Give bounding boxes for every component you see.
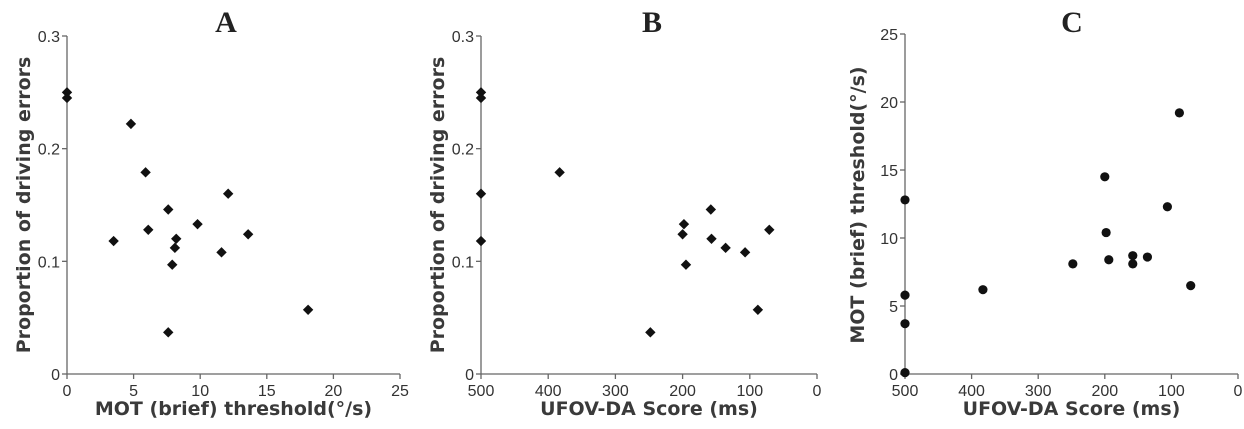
data-point <box>140 167 151 178</box>
data-point <box>1101 227 1111 238</box>
x-axis-title: MOT (brief) threshold(°/s) <box>95 398 372 420</box>
x-tick-label: 0 <box>63 383 72 400</box>
data-point <box>752 304 764 315</box>
data-point <box>554 167 565 178</box>
y-tick-label: 0 <box>889 367 898 384</box>
y-tick-label: 0.1 <box>452 254 474 271</box>
y-tick-label: 0.1 <box>38 254 60 271</box>
data-point <box>61 87 73 98</box>
data-point <box>1128 259 1138 269</box>
y-axis-title: Proportion of driving errors <box>427 57 449 354</box>
x-tick-label: 15 <box>258 383 276 400</box>
data-point <box>677 229 688 240</box>
y-tick-label: 0 <box>465 367 474 384</box>
x-axis-title: UFOV-DA Score (ms) <box>963 398 1181 420</box>
data-point <box>125 118 137 130</box>
y-tick-label: 0.2 <box>38 142 60 159</box>
y-tick-label: 10 <box>880 231 898 248</box>
y-tick-label: 0.3 <box>38 29 60 46</box>
data-point <box>222 188 234 199</box>
y-tick-label: 0.2 <box>452 142 474 159</box>
data-point <box>216 247 227 258</box>
data-point <box>739 247 751 258</box>
x-tick-label: 0 <box>813 383 822 400</box>
data-point <box>169 242 181 254</box>
x-tick-label: 100 <box>1158 383 1185 400</box>
data-point <box>1104 255 1114 265</box>
panel-c: 500 400 300 200 100 0 0 5 10 15 20 25 C UFOV-DA Score… <box>847 6 1243 420</box>
x-tick-label: 400 <box>535 383 562 400</box>
x-tick-label: 25 <box>391 383 409 400</box>
data-point <box>764 224 775 235</box>
data-point <box>900 195 910 205</box>
data-point <box>1068 259 1078 269</box>
x-tick-label: 400 <box>958 383 985 400</box>
y-axis-title: MOT (brief) threshold(°/s) <box>847 66 869 343</box>
data-point <box>167 259 178 270</box>
data-point <box>1100 172 1110 182</box>
data-point <box>475 92 487 104</box>
data-point <box>475 188 487 199</box>
data-point <box>1128 251 1138 261</box>
x-tick-label: 0 <box>1234 383 1243 400</box>
y-tick-label: 0 <box>51 367 60 384</box>
y-tick-label: 25 <box>880 27 898 44</box>
data-point <box>475 87 487 98</box>
data-point <box>705 204 717 215</box>
data-point <box>475 235 487 247</box>
x-axis-title: UFOV-DA Score (ms) <box>540 398 758 420</box>
data-point <box>1142 252 1153 262</box>
panel-a: 0 5 10 15 20 25 0 0.1 0.2 0.3 A MOT (brief) thresho… <box>13 6 409 420</box>
data-point <box>1186 281 1196 291</box>
x-tick-label: 100 <box>736 383 763 400</box>
data-point <box>706 233 717 244</box>
data-point <box>720 242 731 254</box>
x-tick-label: 300 <box>602 383 629 400</box>
x-tick-label: 500 <box>468 383 495 400</box>
data-point <box>900 319 910 329</box>
data-point <box>108 235 119 247</box>
data-point <box>1174 108 1184 118</box>
x-tick-label: 500 <box>892 383 919 400</box>
x-tick-label: 10 <box>191 383 209 400</box>
data-point <box>163 327 174 338</box>
panel-title: C <box>1061 6 1083 39</box>
data-point <box>645 327 656 338</box>
y-tick-label: 5 <box>889 299 898 316</box>
y-tick-label: 20 <box>880 95 898 112</box>
data-point <box>242 229 254 240</box>
panel-title: B <box>642 6 662 39</box>
data-point <box>1162 202 1173 212</box>
data-point <box>171 233 182 244</box>
data-point <box>163 204 174 215</box>
x-tick-label: 300 <box>1025 383 1052 400</box>
data-point <box>680 259 692 270</box>
x-tick-label: 200 <box>669 383 696 400</box>
data-point <box>900 290 910 300</box>
y-tick-label: 15 <box>880 163 898 180</box>
data-point <box>302 304 314 315</box>
y-axis-title: Proportion of driving errors <box>13 57 35 354</box>
data-point <box>192 218 203 230</box>
x-tick-label: 5 <box>129 383 138 400</box>
data-point <box>678 218 690 230</box>
data-point <box>978 285 988 295</box>
data-point <box>61 92 73 104</box>
x-tick-label: 20 <box>325 383 343 400</box>
y-tick-label: 0.3 <box>452 29 474 46</box>
panel-title: A <box>215 6 237 39</box>
data-point <box>900 368 910 378</box>
x-tick-label: 200 <box>1091 383 1118 400</box>
data-point <box>143 224 154 235</box>
panel-b: 500 400 300 200 100 0 0 0.1 0.2 0.3 B UFOV-DA Score… <box>427 6 822 420</box>
